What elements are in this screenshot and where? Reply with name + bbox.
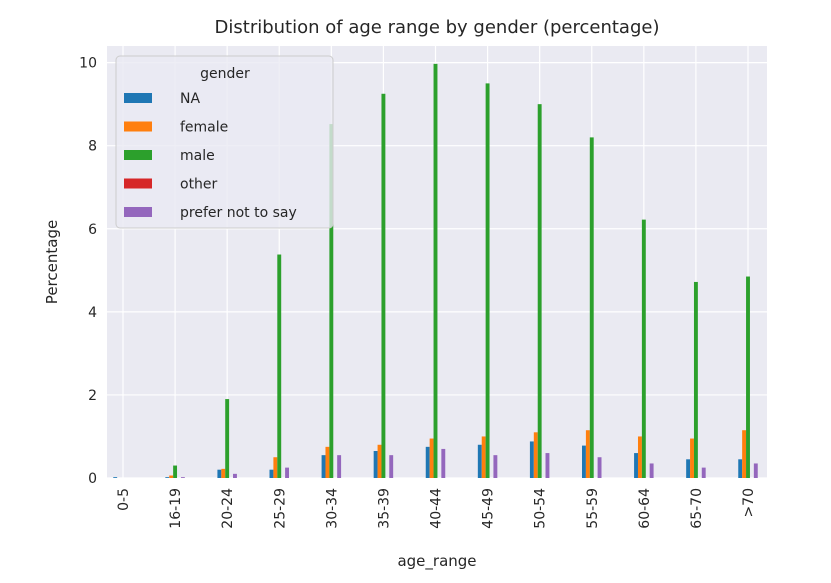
bar-NA-20-24 — [217, 469, 222, 478]
bar-prefer-not-to-say-25-29 — [285, 467, 289, 478]
bar-NA-55-59 — [582, 445, 586, 478]
bar-female-25-29 — [273, 457, 278, 478]
bar-NA-65-70 — [686, 459, 691, 478]
legend-label: NA — [180, 91, 200, 107]
y-tick-label: 10 — [79, 56, 97, 72]
bars — [113, 63, 758, 479]
y-tick-label: 4 — [88, 305, 97, 321]
bar-male-50-54 — [537, 104, 542, 479]
bar-female-65-70 — [690, 438, 694, 478]
bar-female->70 — [742, 430, 747, 478]
legend-label: prefer not to say — [180, 205, 297, 221]
y-axis-label: Percentage — [43, 220, 61, 304]
chart-title: Distribution of age range by gender (per… — [215, 17, 660, 38]
x-tick-label: 20-24 — [220, 488, 236, 529]
y-tick-label: 2 — [88, 388, 97, 404]
y-tick-label: 0 — [88, 471, 97, 487]
legend: gender NA female male other prefer not to sa… — [115, 55, 334, 229]
bar-female-16-19 — [169, 475, 174, 478]
bar-NA-45-49 — [477, 444, 482, 478]
bar-prefer-not-to-say-20-24 — [233, 473, 237, 478]
bar-prefer-not-to-say-60-64 — [649, 463, 654, 478]
y-axis-ticks: 0 2 4 6 8 10 — [79, 56, 97, 487]
bar-prefer-not-to-say-50-54 — [545, 453, 550, 478]
bar-male-20-24 — [225, 399, 230, 478]
bar-prefer-not-to-say->70 — [753, 463, 758, 478]
legend-title: gender — [200, 66, 250, 82]
bar-NA-35-39 — [373, 451, 378, 478]
bar-prefer-not-to-say-45-49 — [493, 455, 498, 478]
bar-female-60-64 — [637, 436, 642, 478]
bar-male-25-29 — [277, 254, 282, 478]
x-tick-label: 16-19 — [168, 488, 184, 529]
x-axis-label: age_range — [397, 552, 476, 571]
x-tick-label: 40-44 — [429, 488, 445, 529]
bar-NA-60-64 — [634, 453, 638, 478]
legend-label: female — [180, 120, 228, 136]
bar-female-45-49 — [481, 436, 486, 478]
x-tick-label: 55-59 — [585, 488, 601, 529]
bar-prefer-not-to-say-40-44 — [441, 448, 446, 478]
legend-swatch — [124, 150, 152, 160]
x-axis-ticks: 0-5 16-19 20-24 25-29 30-34 35-39 40-44 45-49 50… — [116, 488, 757, 529]
x-tick-label: 0-5 — [116, 488, 132, 511]
x-tick-label: 65-70 — [689, 488, 705, 529]
x-tick-label: 35-39 — [376, 488, 392, 529]
x-tick-label: 45-49 — [481, 488, 497, 529]
x-tick-label: 30-34 — [324, 488, 340, 529]
bar-male-30-34 — [329, 124, 334, 478]
legend-box — [115, 55, 334, 229]
bar-NA-40-44 — [425, 446, 430, 478]
x-tick-label: 60-64 — [637, 488, 653, 529]
legend-swatch — [124, 121, 152, 132]
bar-male-55-59 — [589, 137, 594, 478]
y-tick-label: 8 — [88, 139, 97, 155]
bar-female-35-39 — [377, 444, 382, 478]
bar-NA-25-29 — [269, 469, 274, 478]
bar-male-60-64 — [641, 219, 646, 478]
legend-items: NA female male other prefer not to say — [124, 91, 297, 221]
bar-NA-50-54 — [529, 441, 534, 478]
bar-prefer-not-to-say-35-39 — [389, 455, 394, 478]
bar-prefer-not-to-say-55-59 — [597, 457, 602, 478]
legend-swatch — [124, 93, 152, 103]
bar-male-45-49 — [485, 83, 490, 478]
x-tick-label: >70 — [741, 488, 757, 518]
bar-female-20-24 — [221, 468, 226, 478]
bar-male-40-44 — [433, 63, 438, 478]
y-tick-label: 6 — [88, 222, 97, 238]
bar-NA-30-34 — [321, 455, 326, 478]
legend-swatch — [124, 178, 152, 189]
bar-female-50-54 — [533, 432, 538, 478]
bar-prefer-not-to-say-16-19 — [180, 477, 185, 478]
bar-female-30-34 — [325, 446, 330, 478]
legend-swatch — [124, 207, 152, 217]
bar-NA-0-5 — [113, 477, 118, 478]
bar-male-16-19 — [173, 465, 178, 478]
bar-NA->70 — [738, 459, 743, 478]
x-tick-label: 25-29 — [272, 488, 288, 529]
bar-female-40-44 — [429, 438, 434, 478]
bar-male-65-70 — [693, 281, 698, 478]
bar-NA-16-19 — [165, 477, 170, 478]
legend-label: male — [180, 148, 215, 164]
legend-label: other — [180, 177, 218, 193]
bar-female-55-59 — [585, 430, 590, 478]
bar-prefer-not-to-say-30-34 — [337, 455, 342, 478]
bar-prefer-not-to-say-65-70 — [701, 467, 706, 478]
x-tick-label: 50-54 — [533, 488, 549, 529]
bar-male->70 — [746, 276, 750, 478]
bar-male-35-39 — [381, 93, 386, 479]
